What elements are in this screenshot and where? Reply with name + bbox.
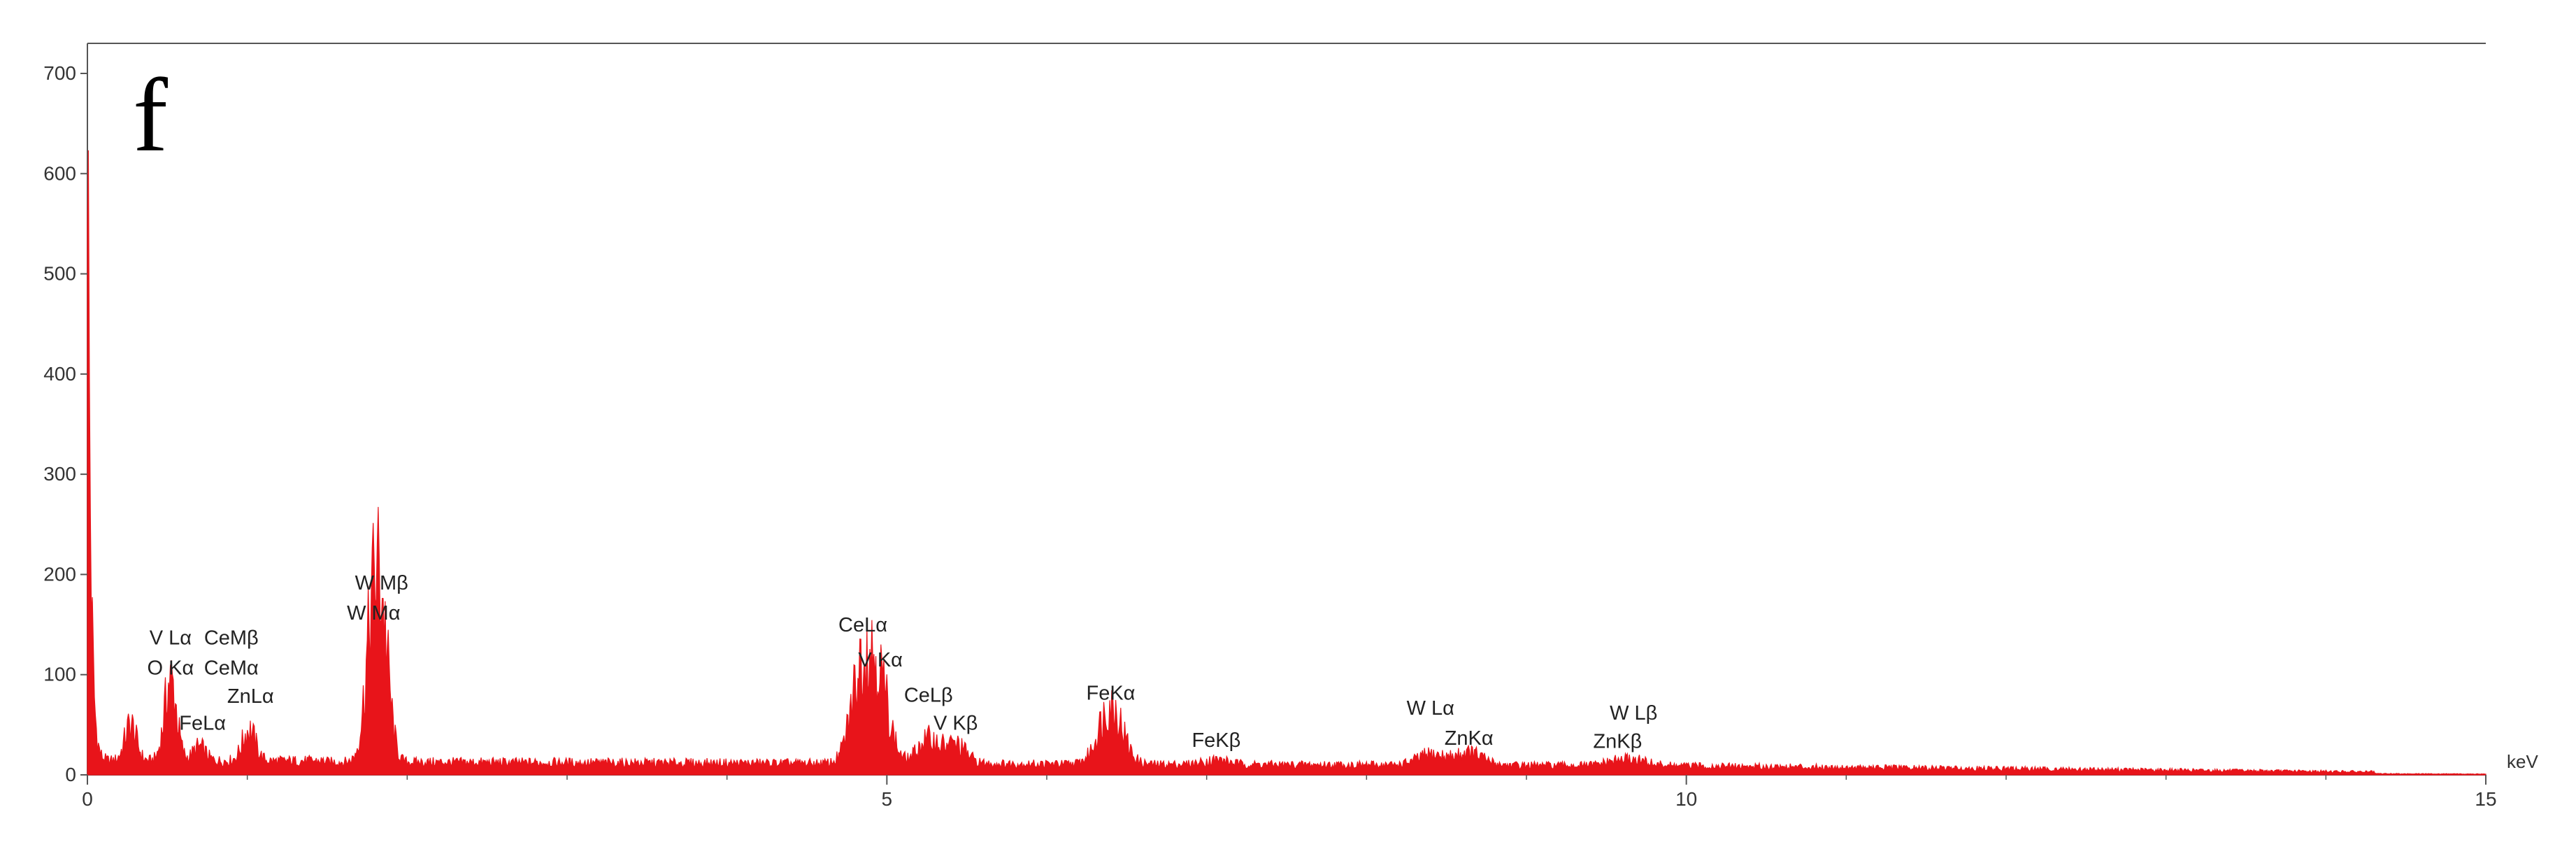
- peak-annotation: ZnKβ: [1593, 730, 1642, 752]
- y-tick-label: 200: [43, 563, 76, 585]
- peak-annotation: ZnLα: [227, 685, 274, 708]
- x-tick-label: 15: [2475, 788, 2496, 810]
- peak-annotation: V Kβ: [933, 713, 978, 735]
- peak-annotation: CeMα: [204, 657, 259, 680]
- peak-annotation: O Kα: [148, 657, 194, 680]
- y-tick-label: 600: [43, 162, 76, 184]
- y-tick-label: 500: [43, 263, 76, 285]
- panel-label: f: [133, 57, 168, 173]
- x-tick-label: 5: [882, 788, 893, 810]
- peak-annotation: ZnKα: [1445, 727, 1494, 750]
- peak-annotation: W Mβ: [355, 572, 408, 594]
- x-tick-label: 10: [1675, 788, 1697, 810]
- axis-layer: 0 100 200 300 400 500 600 700 0 5 10 15: [43, 62, 2496, 810]
- y-tick-label: 700: [43, 62, 76, 84]
- peak-annotation: FeKα: [1086, 683, 1135, 705]
- plot-frame: [87, 43, 2486, 776]
- peak-annotation: FeLα: [179, 713, 226, 735]
- peak-annotation: CeLα: [838, 614, 887, 636]
- x-tick-label: 0: [82, 788, 93, 810]
- peak-annotation: FeKβ: [1192, 729, 1240, 752]
- y-tick-label: 0: [65, 764, 76, 785]
- peak-annotation: W Mα: [347, 602, 400, 625]
- peak-annotation: W Lα: [1407, 697, 1454, 720]
- peak-annotation: W Lβ: [1610, 702, 1657, 725]
- spectrum-layer: [87, 150, 2486, 776]
- x-unit-label: keV: [2507, 751, 2538, 772]
- y-tick-label: 300: [43, 463, 76, 485]
- peak-annotation: CeMβ: [204, 627, 259, 650]
- spectrum-area: [87, 150, 2486, 776]
- y-tick-label: 400: [43, 363, 76, 385]
- peak-annotation: V Lα: [150, 627, 192, 650]
- peak-annotation: V Kα: [858, 649, 903, 671]
- y-tick-label: 100: [43, 664, 76, 685]
- peak-annotation: CeLβ: [904, 684, 953, 706]
